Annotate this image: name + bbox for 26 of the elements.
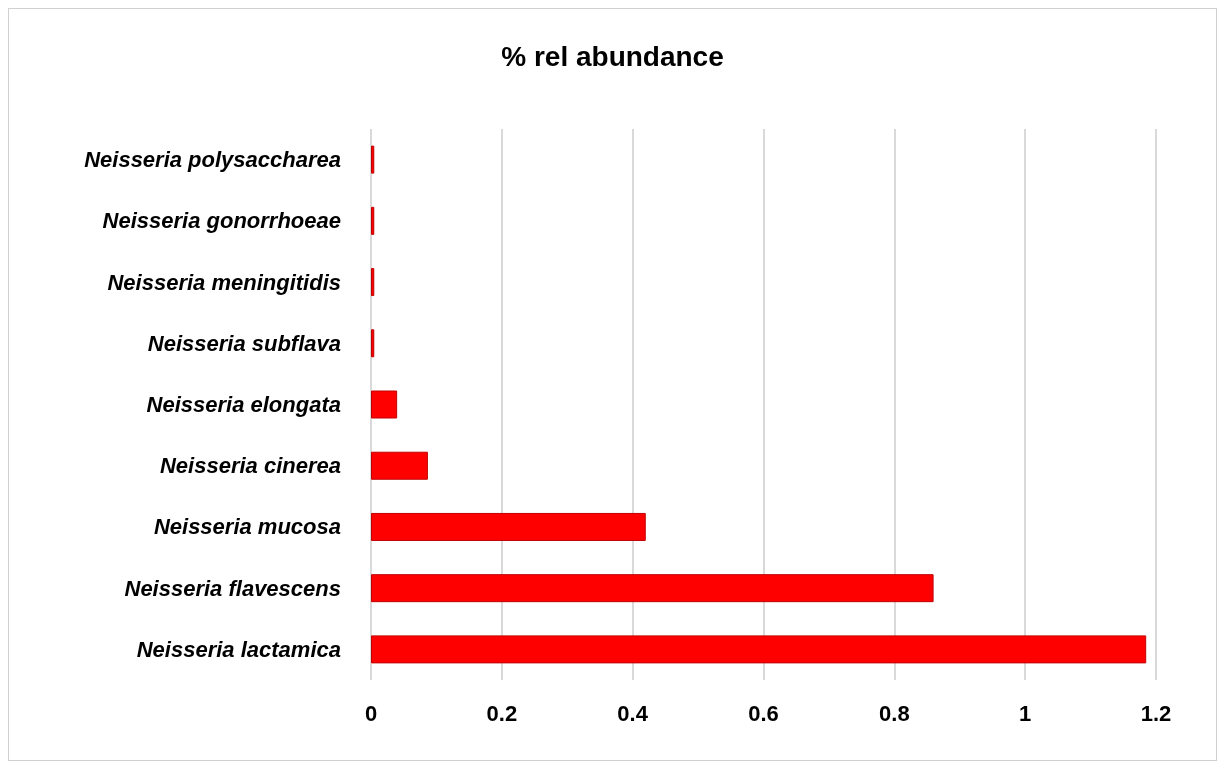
- x-tick-label: 0.2: [486, 700, 518, 726]
- chart-title: % rel abundance: [501, 40, 724, 72]
- x-tick-label: 0: [364, 700, 378, 726]
- bar: [371, 390, 398, 419]
- x-tick-label: 0.8: [879, 700, 910, 726]
- y-tick-label: Neisseria subflava: [147, 330, 341, 356]
- bar: [371, 574, 934, 603]
- bar: [371, 512, 646, 541]
- y-tick-label: Neisseria cinerea: [159, 453, 341, 479]
- x-tick-label: 0.6: [748, 700, 779, 726]
- y-tick-label: Neisseria gonorrhoeae: [102, 208, 341, 234]
- y-tick-label: Neisseria lactamica: [136, 636, 341, 662]
- y-tick-label: Neisseria elongata: [146, 392, 341, 417]
- bar: [371, 206, 375, 235]
- y-tick-label: Neisseria polysaccharea: [84, 147, 341, 173]
- x-tick-label: 0.4: [617, 700, 649, 726]
- bar: [371, 145, 375, 174]
- y-tick-label: Neisseria mucosa: [153, 514, 341, 540]
- x-tick-label: 1.2: [1140, 700, 1172, 726]
- y-tick-label: Neisseria flavescens: [124, 575, 341, 601]
- bar: [371, 451, 428, 480]
- x-tick-label: 1: [1019, 700, 1032, 726]
- bar: [371, 635, 1147, 664]
- bar: [371, 329, 375, 358]
- bar: [371, 268, 375, 297]
- y-tick-label: Neisseria meningitidis: [107, 269, 341, 295]
